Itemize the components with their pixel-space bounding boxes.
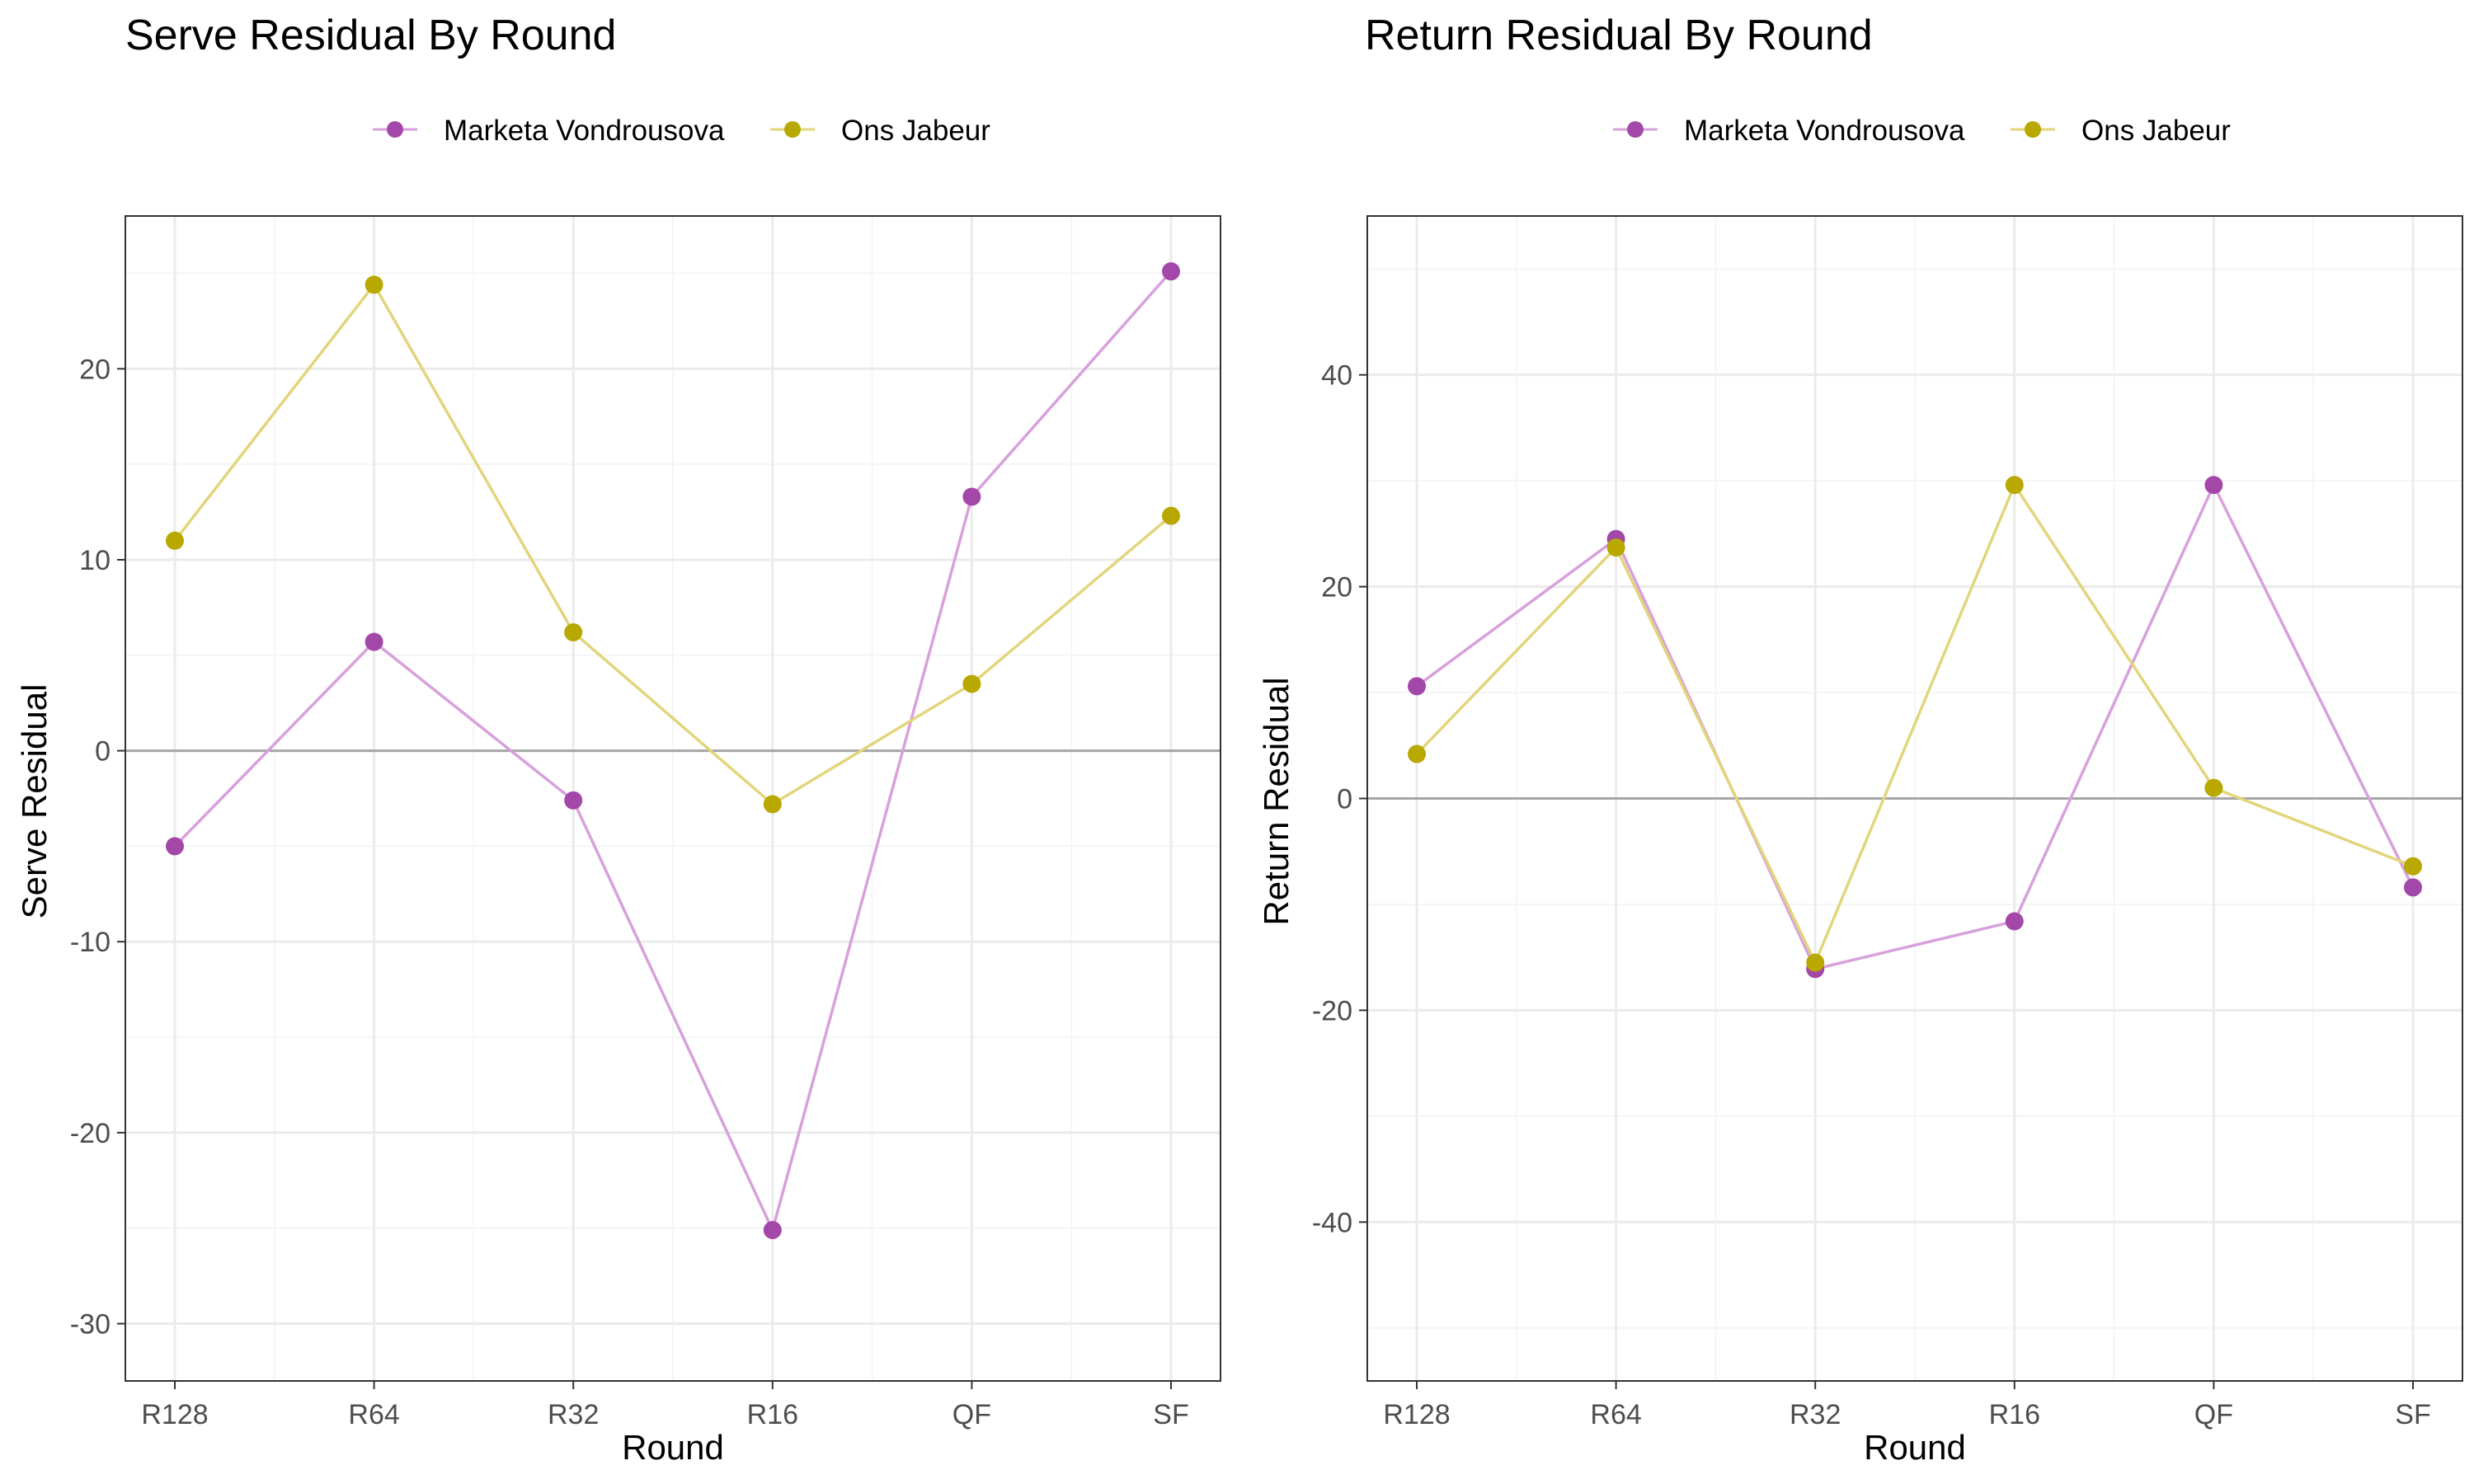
data-point-vondrousova-r16 bbox=[763, 1221, 782, 1240]
panel-border bbox=[125, 215, 1221, 1382]
grid-minor bbox=[125, 216, 1221, 1381]
y-tick-label: -30 bbox=[70, 1309, 111, 1341]
legend-label-vondrousova: Marketa Vondrousova bbox=[1684, 115, 1965, 147]
data-point-jabeur-sf bbox=[1162, 506, 1180, 525]
y-axis-title: Serve Residual bbox=[15, 684, 54, 919]
legend-dot-jabeur bbox=[2025, 121, 2041, 138]
legend-item-vondrousova: Marketa Vondrousova bbox=[373, 115, 725, 147]
data-point-jabeur-r128 bbox=[1408, 744, 1426, 763]
data-point-jabeur-r16 bbox=[2005, 476, 2024, 495]
legend-item-vondrousova: Marketa Vondrousova bbox=[1613, 115, 1965, 147]
legend-dot-vondrousova bbox=[387, 121, 403, 138]
panel-frame bbox=[125, 215, 1221, 1382]
legend-label-jabeur: Ons Jabeur bbox=[2081, 115, 2231, 147]
data-point-vondrousova-sf bbox=[1162, 262, 1180, 281]
data-point-vondrousova-r128 bbox=[1408, 677, 1426, 696]
y-tick-label: 20 bbox=[1321, 572, 1352, 603]
data-point-jabeur-r128 bbox=[166, 531, 184, 550]
x-axis-title: Round bbox=[622, 1428, 724, 1467]
y-tick-label: -20 bbox=[70, 1118, 111, 1149]
legend-label-vondrousova: Marketa Vondrousova bbox=[444, 115, 725, 147]
legend-item-jabeur: Ons Jabeur bbox=[2011, 115, 2231, 147]
data-point-vondrousova-r16 bbox=[2005, 912, 2024, 931]
data-point-jabeur-r32 bbox=[1806, 953, 1825, 972]
data-point-jabeur-r64 bbox=[365, 275, 383, 294]
x-axis-title: Round bbox=[1864, 1428, 1966, 1467]
y-axis-title: Return Residual bbox=[1257, 677, 1296, 925]
x-tick-label-r16: R16 bbox=[747, 1399, 798, 1430]
y-tick-label: -20 bbox=[1312, 995, 1352, 1026]
x-tick-label-r32: R32 bbox=[1790, 1399, 1841, 1430]
y-tick-label: 0 bbox=[95, 736, 111, 768]
legend-item-jabeur: Ons Jabeur bbox=[770, 115, 990, 147]
y-tick-label: -40 bbox=[1312, 1207, 1352, 1238]
return-residual-chart: Return Residual By Round Marketa Vondrou… bbox=[1257, 12, 2463, 1467]
x-tick-label-sf: SF bbox=[2395, 1399, 2430, 1430]
y-axis-ticks: -30 -20 -10 0 10 20 bbox=[70, 354, 125, 1341]
data-point-jabeur-qf bbox=[2204, 778, 2223, 797]
y-tick-label: 10 bbox=[79, 545, 111, 576]
x-tick-label-r128: R128 bbox=[141, 1399, 208, 1430]
data-point-jabeur-r16 bbox=[763, 795, 782, 814]
data-point-vondrousova-sf bbox=[2404, 878, 2422, 897]
x-tick-label-r32: R32 bbox=[548, 1399, 599, 1430]
data-point-jabeur-r64 bbox=[1606, 538, 1625, 557]
data-point-vondrousova-r128 bbox=[166, 837, 184, 856]
series-lines bbox=[173, 270, 1173, 1235]
x-axis-ticks: R128 R64 R32 R16 QF SF bbox=[141, 1381, 1189, 1430]
x-tick-label-r16: R16 bbox=[1989, 1399, 2040, 1430]
legend-dot-vondrousova bbox=[1627, 121, 1644, 138]
data-point-vondrousova-r64 bbox=[365, 632, 383, 651]
y-axis-ticks: -40 -20 0 20 40 bbox=[1312, 360, 1367, 1238]
serve-residual-chart: Serve Residual By Round Marketa Vondrous… bbox=[15, 12, 1221, 1467]
x-tick-label-r128: R128 bbox=[1383, 1399, 1450, 1430]
series-points bbox=[166, 262, 1180, 1240]
x-tick-label-r64: R64 bbox=[1590, 1399, 1641, 1430]
legend: Marketa Vondrousova Ons Jabeur bbox=[1613, 115, 2231, 147]
legend: Marketa Vondrousova Ons Jabeur bbox=[373, 115, 990, 147]
y-tick-label: 40 bbox=[1321, 360, 1352, 392]
y-tick-label: -10 bbox=[70, 927, 111, 958]
chart-title: Return Residual By Round bbox=[1365, 12, 1873, 59]
chart-title: Serve Residual By Round bbox=[125, 12, 616, 59]
series-line-jabeur bbox=[173, 282, 1173, 806]
series-lines bbox=[1415, 481, 2415, 971]
x-tick-label-qf: QF bbox=[2194, 1399, 2233, 1430]
x-tick-label-r64: R64 bbox=[348, 1399, 399, 1430]
data-point-jabeur-r32 bbox=[564, 622, 583, 641]
data-point-jabeur-sf bbox=[2404, 857, 2422, 876]
series-points bbox=[1408, 476, 2422, 979]
legend-label-jabeur: Ons Jabeur bbox=[841, 115, 990, 147]
x-axis-ticks: R128 R64 R32 R16 QF SF bbox=[1383, 1381, 2431, 1430]
data-point-vondrousova-r32 bbox=[564, 791, 583, 810]
x-tick-label-sf: SF bbox=[1153, 1399, 1188, 1430]
series-line-vondrousova bbox=[173, 270, 1173, 1235]
data-point-jabeur-qf bbox=[962, 674, 981, 693]
y-tick-label: 0 bbox=[1337, 784, 1352, 815]
series-line-vondrousova bbox=[1415, 481, 2415, 971]
data-point-vondrousova-qf bbox=[2204, 476, 2223, 495]
x-tick-label-qf: QF bbox=[952, 1399, 991, 1430]
data-point-vondrousova-qf bbox=[962, 487, 981, 506]
y-tick-label: 20 bbox=[79, 354, 111, 385]
series-line-jabeur bbox=[1415, 481, 2414, 966]
legend-dot-jabeur bbox=[784, 121, 801, 138]
